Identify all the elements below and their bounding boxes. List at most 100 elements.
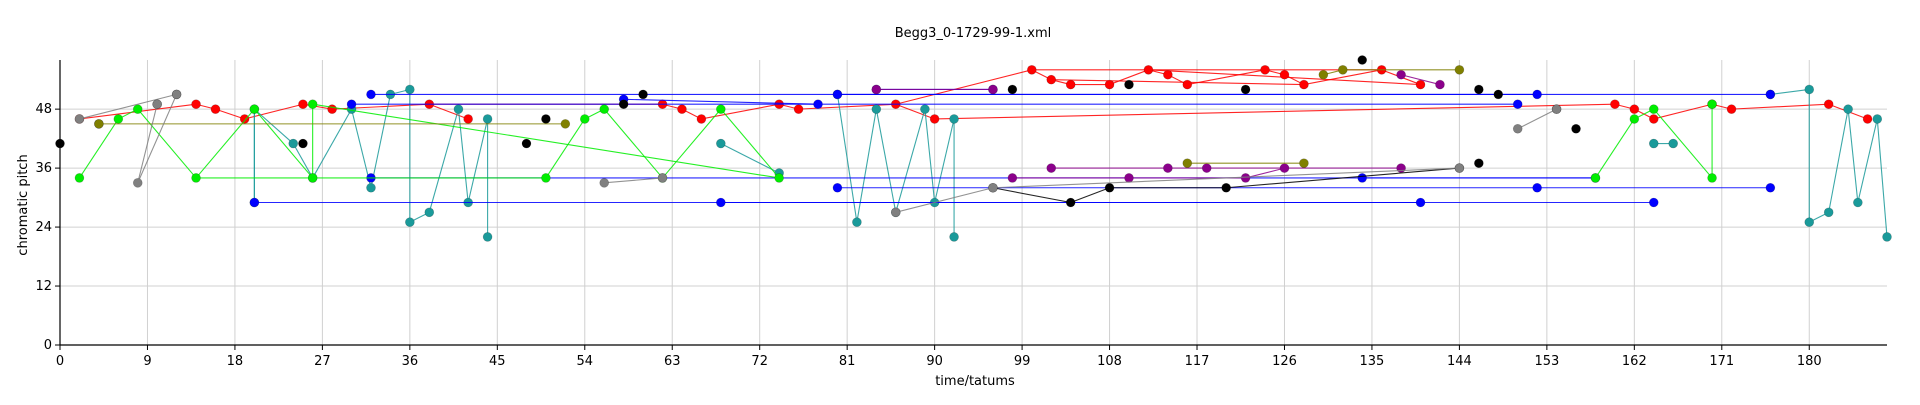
- series-edge: [195, 108, 255, 179]
- data-point: [288, 138, 299, 149]
- data-point: [132, 178, 143, 188]
- data-point: [1182, 158, 1193, 168]
- series-edge: [895, 187, 994, 213]
- data-point: [1240, 173, 1251, 183]
- x-tick-label: 144: [1447, 354, 1472, 369]
- data-point: [793, 104, 804, 114]
- series-edge: [1770, 88, 1810, 95]
- data-point: [249, 104, 260, 114]
- data-point: [1337, 65, 1348, 75]
- data-point: [1104, 79, 1115, 90]
- data-point: [1726, 104, 1737, 114]
- series-edge: [924, 109, 936, 203]
- data-point: [1357, 173, 1368, 183]
- series-edge: [79, 93, 177, 120]
- data-point: [307, 173, 318, 183]
- data-point: [1046, 74, 1057, 85]
- series-black: [55, 55, 1581, 208]
- data-point: [1279, 163, 1290, 173]
- data-point: [327, 104, 337, 114]
- series-edge: [302, 103, 333, 110]
- data-point: [949, 232, 959, 242]
- data-point: [521, 138, 532, 149]
- x-tick-label: 117: [1185, 354, 1210, 369]
- data-point: [988, 182, 998, 193]
- data-point: [832, 89, 843, 100]
- data-point: [599, 178, 610, 188]
- series-edge: [934, 118, 955, 203]
- series-edge: [1109, 69, 1149, 86]
- series-edge: [370, 94, 391, 188]
- data-point: [1804, 84, 1815, 95]
- x-tick-label: 9: [143, 354, 151, 369]
- data-point: [871, 104, 882, 114]
- data-point: [677, 104, 687, 114]
- series-edge: [332, 103, 430, 110]
- series-edge: [720, 143, 780, 174]
- x-tick-label: 171: [1709, 354, 1734, 369]
- series-edge: [895, 103, 935, 120]
- data-point: [1124, 79, 1134, 90]
- data-point: [1396, 69, 1406, 80]
- data-point: [716, 104, 726, 114]
- series-edge: [429, 103, 469, 120]
- series-edge: [467, 118, 489, 203]
- series-edge: [836, 94, 858, 223]
- y-tick-label: 36: [35, 161, 52, 176]
- series-edge: [603, 108, 663, 179]
- x-tick-label: 72: [751, 354, 768, 369]
- y-tick-label: 48: [35, 102, 52, 117]
- data-point: [1765, 89, 1776, 100]
- data-point: [1046, 163, 1057, 173]
- x-tick-label: 54: [577, 354, 594, 369]
- chart-title: Begg3_0-1729-99-1.xml: [895, 26, 1052, 41]
- data-point: [1512, 99, 1523, 110]
- series-edge: [1070, 187, 1110, 204]
- x-tick-label: 81: [839, 354, 856, 369]
- data-point: [716, 197, 726, 208]
- data-point: [298, 138, 308, 149]
- data-point: [210, 104, 221, 114]
- data-point: [832, 182, 843, 193]
- series-edge: [1653, 108, 1713, 179]
- data-point: [1629, 114, 1640, 124]
- y-tick-label: 0: [44, 338, 52, 353]
- data-point: [191, 99, 201, 110]
- series-edge: [312, 103, 780, 179]
- series-edge: [798, 103, 896, 110]
- series-edge: [1400, 74, 1441, 86]
- data-point: [1221, 182, 1231, 193]
- x-tick-label: 99: [1014, 354, 1031, 369]
- data-point: [453, 104, 464, 114]
- data-point: [171, 89, 182, 100]
- series-edge: [1653, 103, 1713, 120]
- data-point: [1124, 173, 1134, 183]
- data-point: [74, 114, 85, 124]
- series-edge: [662, 108, 722, 179]
- series-edge: [875, 109, 897, 213]
- data-point: [716, 138, 726, 149]
- data-point: [1532, 89, 1542, 100]
- series-edge: [701, 103, 780, 120]
- series-edge: [137, 108, 197, 179]
- data-point: [1823, 207, 1834, 218]
- x-tick-label: 108: [1097, 354, 1122, 369]
- data-point: [1357, 55, 1368, 65]
- data-point: [1240, 84, 1251, 95]
- data-point: [618, 99, 629, 110]
- axes: 0 9 18 27 36 45 54 63 72 81 90 99 108 117 126 135 144 153…: [35, 60, 1887, 369]
- data-point: [579, 114, 590, 124]
- data-point: [482, 232, 493, 242]
- y-tick-label: 12: [35, 279, 52, 294]
- x-axis-label: time/tatums: [935, 374, 1015, 389]
- x-tick-label: 90: [926, 354, 943, 369]
- series-green: [74, 99, 1717, 183]
- y-axis-label: chromatic pitch: [16, 154, 31, 255]
- series-edge: [1303, 69, 1382, 86]
- series-edge: [351, 109, 372, 188]
- data-point: [132, 104, 143, 114]
- data-point: [191, 173, 201, 183]
- data-point: [1532, 182, 1542, 193]
- data-point: [405, 217, 415, 227]
- data-point: [1648, 197, 1659, 208]
